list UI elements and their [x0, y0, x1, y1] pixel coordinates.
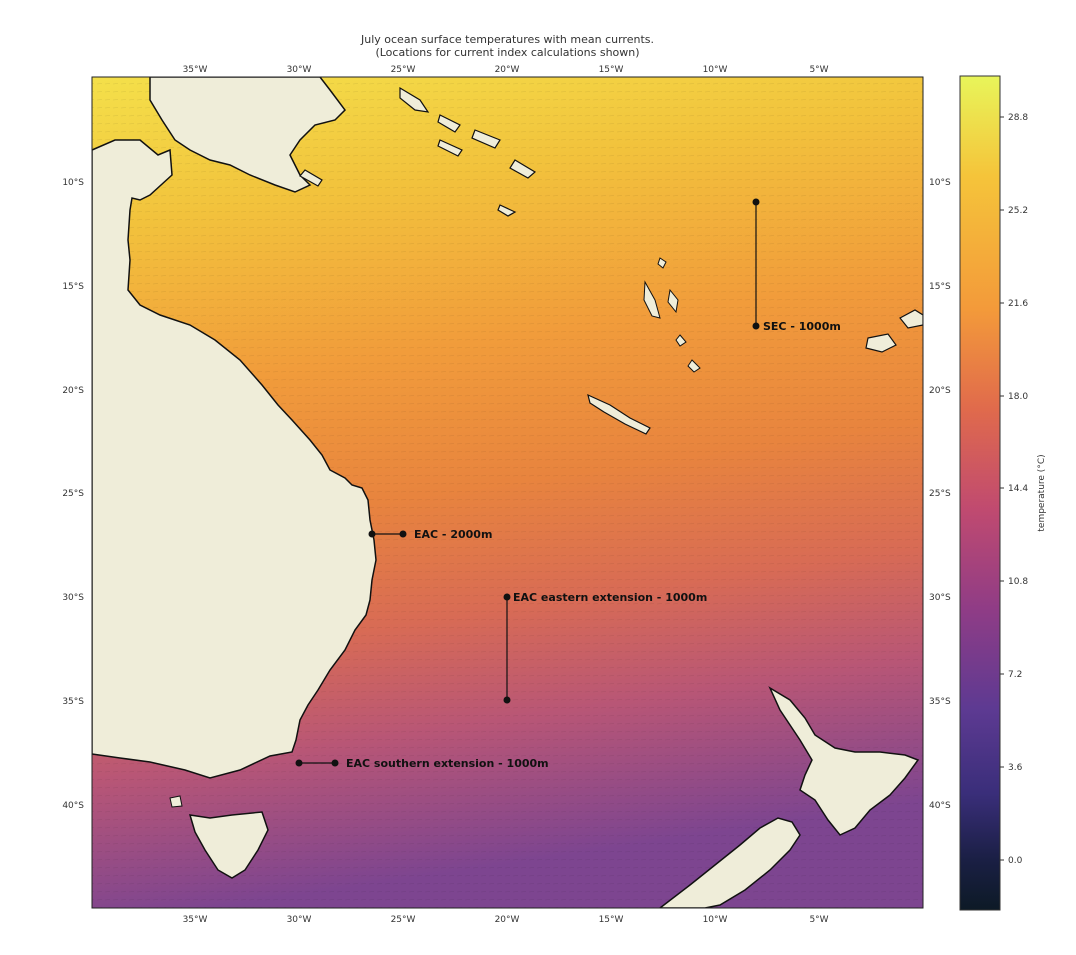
colorbar-tick: 21.6 — [1008, 299, 1028, 309]
colorbar-tick: 14.4 — [1008, 484, 1028, 494]
lat-tick: 10°S — [929, 178, 951, 188]
label-eac-southern: EAC southern extension - 1000m — [346, 757, 549, 770]
colorbar-tick: 25.2 — [1008, 206, 1028, 216]
colorbar-label: temperature (°C) — [1037, 454, 1047, 531]
vanuatu-islands — [643, 257, 701, 373]
marker-dot — [295, 759, 303, 767]
lon-tick: 25°W — [391, 65, 416, 75]
marker-dot — [368, 530, 376, 538]
new-guinea-land — [149, 77, 346, 193]
lon-tick: 30°W — [287, 915, 312, 925]
lat-tick: 20°S — [929, 386, 951, 396]
lat-tick: 10°S — [62, 178, 84, 188]
marker-dot — [399, 530, 407, 538]
colorbar-tick: 18.0 — [1008, 392, 1028, 402]
lat-tick: 35°S — [62, 697, 84, 707]
lon-tick: 20°W — [495, 915, 520, 925]
index-line-eac: EAC - 2000m — [368, 528, 492, 541]
lat-tick: 15°S — [929, 282, 951, 292]
lon-tick: 35°W — [183, 915, 208, 925]
lon-tick: 15°W — [599, 915, 624, 925]
map-area — [92, 77, 923, 908]
colorbar-tick: 3.6 — [1008, 763, 1023, 773]
title-line-2: (Locations for current index calculation… — [375, 46, 640, 59]
kangaroo-island — [169, 795, 183, 808]
label-sec: SEC - 1000m — [763, 320, 841, 333]
lat-ticks-right: 10°S 15°S 20°S 25°S 30°S 35°S 40°S — [929, 178, 951, 811]
label-eac: EAC - 2000m — [414, 528, 492, 541]
colorbar-tick: 28.8 — [1008, 113, 1028, 123]
lat-tick: 20°S — [62, 386, 84, 396]
lon-tick: 35°W — [183, 65, 208, 75]
lat-tick: 40°S — [62, 801, 84, 811]
new-zealand-north-island — [768, 686, 920, 836]
lat-tick: 35°S — [929, 697, 951, 707]
lat-tick: 25°S — [62, 489, 84, 499]
marker-dot — [503, 696, 511, 704]
lon-tick: 20°W — [495, 65, 520, 75]
lon-tick: 30°W — [287, 65, 312, 75]
tasmania-land — [188, 811, 269, 879]
map-frame — [91, 76, 924, 909]
colorbar: 28.8 25.2 21.6 18.0 14.4 10.8 7.2 3.6 0.… — [959, 75, 1047, 911]
lat-tick: 30°S — [62, 593, 84, 603]
lat-tick: 30°S — [929, 593, 951, 603]
colorbar-tick: 10.8 — [1008, 577, 1028, 587]
colorbar-tick: 0.0 — [1008, 856, 1023, 866]
lon-ticks-top: 35°W 30°W 25°W 20°W 15°W 10°W 5°W — [183, 65, 829, 75]
lon-tick: 5°W — [809, 915, 828, 925]
new-caledonia-land — [587, 393, 651, 435]
index-line-sec: SEC - 1000m — [752, 198, 841, 333]
new-zealand-south-island — [658, 817, 801, 908]
marker-dot — [752, 198, 760, 206]
label-eac-eastern: EAC eastern extension - 1000m — [513, 591, 707, 604]
colorbar-ramp — [959, 75, 1001, 911]
lon-tick: 10°W — [703, 65, 728, 75]
marker-dot — [503, 593, 511, 601]
fiji-islands — [865, 309, 923, 353]
lat-ticks-left: 10°S 15°S 20°S 25°S 30°S 35°S 40°S — [62, 178, 84, 811]
lat-tick: 40°S — [929, 801, 951, 811]
index-line-eac-eastern: EAC eastern extension - 1000m — [503, 591, 707, 704]
marker-dot — [752, 322, 760, 330]
solomon-islands — [299, 86, 537, 217]
colorbar-tick: 7.2 — [1008, 670, 1022, 680]
lat-tick: 25°S — [929, 489, 951, 499]
lon-tick: 10°W — [703, 915, 728, 925]
lon-tick: 5°W — [809, 65, 828, 75]
lon-ticks-bottom: 35°W 30°W 25°W 20°W 15°W 10°W 5°W — [183, 915, 829, 925]
index-line-eac-southern: EAC southern extension - 1000m — [295, 757, 549, 770]
title-line-1: July ocean surface temperatures with mea… — [361, 33, 654, 46]
lat-tick: 15°S — [62, 282, 84, 292]
australia-land — [92, 139, 377, 779]
lon-tick: 25°W — [391, 915, 416, 925]
lon-tick: 15°W — [599, 65, 624, 75]
marker-dot — [331, 759, 339, 767]
